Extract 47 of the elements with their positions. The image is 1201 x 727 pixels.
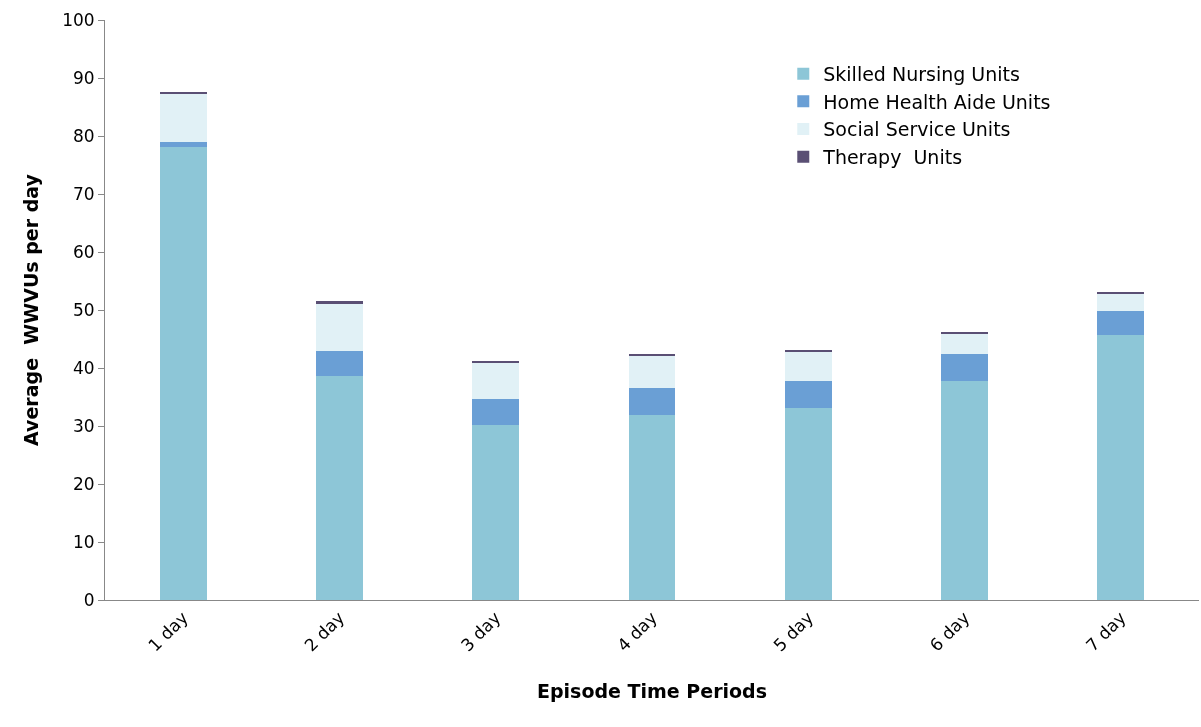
legend-label: Home Health Aide Units bbox=[823, 90, 1051, 113]
y-tick-label: 90 bbox=[72, 67, 95, 88]
y-tick-label: 70 bbox=[72, 183, 95, 204]
bar bbox=[472, 398, 520, 426]
y-tick-label: 80 bbox=[72, 125, 95, 146]
y-tick-label: 50 bbox=[72, 299, 95, 320]
bar bbox=[1097, 334, 1145, 600]
bar bbox=[159, 147, 207, 600]
y-tick-label: 100 bbox=[62, 9, 95, 30]
bar bbox=[784, 351, 832, 381]
x-tick-label: 2 day bbox=[300, 607, 349, 656]
y-axis-title: Average WWVUs per day bbox=[20, 173, 42, 446]
y-tick-label: 30 bbox=[72, 415, 95, 436]
x-tick-label: 6 day bbox=[925, 607, 974, 656]
x-tick-label: 7 day bbox=[1081, 607, 1130, 656]
bar bbox=[159, 141, 207, 148]
y-tick-label: 60 bbox=[72, 241, 95, 262]
bar bbox=[628, 414, 676, 600]
legend-label: Social Service Units bbox=[823, 118, 1011, 141]
x-tick-label: 4 day bbox=[613, 607, 661, 656]
bar bbox=[941, 381, 989, 600]
bar bbox=[472, 363, 520, 399]
bar bbox=[628, 387, 676, 415]
bar bbox=[1097, 311, 1145, 335]
bar bbox=[941, 354, 989, 382]
bar bbox=[159, 93, 207, 142]
x-axis-title: Episode Time Periods bbox=[537, 680, 767, 703]
bar bbox=[628, 355, 676, 388]
bar bbox=[315, 303, 363, 351]
bar bbox=[315, 350, 363, 377]
bar bbox=[159, 91, 207, 94]
y-tick-label: 20 bbox=[72, 473, 95, 494]
bar bbox=[315, 301, 363, 304]
x-tick-label: 1 day bbox=[144, 607, 192, 656]
y-tick-label: 40 bbox=[72, 357, 95, 378]
y-tick-label: 0 bbox=[83, 589, 95, 610]
legend-label: Skilled Nursing Units bbox=[823, 63, 1020, 86]
x-tick-label: 5 day bbox=[769, 607, 818, 656]
bar bbox=[784, 380, 832, 409]
y-tick-label: 10 bbox=[72, 531, 95, 552]
bar bbox=[941, 333, 989, 355]
bar bbox=[472, 425, 520, 600]
bar bbox=[784, 408, 832, 600]
x-tick-label: 3 day bbox=[456, 607, 505, 656]
bar bbox=[315, 376, 363, 600]
bar bbox=[1097, 293, 1145, 312]
legend-label: Therapy Units bbox=[822, 146, 963, 169]
